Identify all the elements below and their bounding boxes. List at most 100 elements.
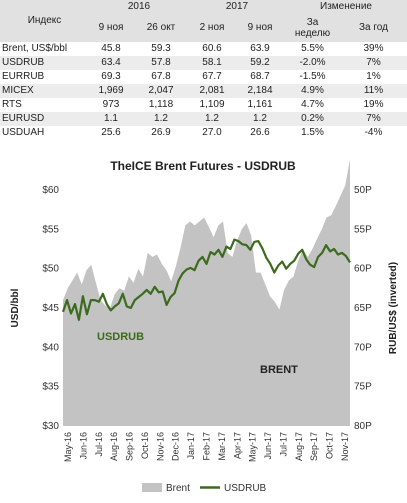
row-change-year: 7%	[366, 57, 381, 68]
row-value: 67.8	[151, 71, 171, 82]
x-tick-label: Sep-16	[125, 432, 135, 461]
header-date: 2 ноя	[199, 22, 225, 33]
row-label: USDRUB	[2, 57, 45, 68]
row-label: MICEX	[2, 85, 34, 96]
y-tick-left: $30	[42, 421, 59, 432]
y-axis-label-left: USD/bbl	[10, 288, 21, 327]
market-data-table: Индекс 2016 2017 Изменение 9 ноя 26 окт …	[0, 0, 407, 140]
row-value: 63.4	[101, 57, 121, 68]
header-index: Индекс	[27, 15, 62, 26]
annotation-brent: BRENT	[260, 364, 298, 376]
row-change-week: -2.0%	[299, 57, 326, 68]
row-change-year: 7%	[366, 113, 381, 124]
legend-label-usdrub: USDRUB	[224, 483, 267, 494]
table-row: USDUAH 25.6 26.9 27.0 26.6 1.5% -4%	[0, 126, 407, 140]
row-value: 63.9	[250, 43, 270, 54]
row-value: 68.7	[250, 71, 270, 82]
row-value: 2,184	[247, 85, 273, 96]
row-change-year: 39%	[363, 43, 384, 54]
row-value: 1.1	[104, 113, 118, 124]
row-value: 60.6	[202, 43, 222, 54]
row-value: 973	[102, 99, 120, 110]
y-tick-right: 65Р	[354, 303, 372, 314]
table-row: MICEX 1,969 2,047 2,081 2,184 4.9% 11%	[0, 84, 407, 98]
table-row: EURRUB 69.3 67.8 67.7 68.7 -1.5% 1%	[0, 70, 407, 84]
x-tick-label: Nov-16	[155, 432, 165, 461]
y-axis-label-right: RUB/US$ (inverted)	[388, 262, 399, 354]
row-value: 1,969	[98, 85, 124, 96]
legend-swatch-brent	[142, 483, 162, 492]
y-tick-right: 55Р	[354, 224, 372, 235]
x-tick-label: Sep-17	[309, 432, 319, 461]
x-tick-label: Aug-16	[109, 432, 119, 461]
y-tick-left: $35	[42, 382, 59, 393]
table-row: RTS 973 1,118 1,109 1,161 4.7% 19%	[0, 98, 407, 112]
row-value: 27.0	[202, 127, 222, 138]
table-row: EURUSD 1.1 1.2 1.2 1.2 0.2% 7%	[0, 112, 407, 126]
row-value: 1,118	[148, 99, 174, 110]
header-change-year: За год	[359, 22, 388, 33]
row-value: 45.8	[101, 43, 121, 54]
row-value: 1.2	[205, 113, 219, 124]
x-tick-label: Aug-17	[294, 432, 304, 461]
row-label: Brent, US$/bbl	[2, 43, 68, 54]
x-tick-label: Dec-16	[171, 432, 181, 461]
y-tick-left: $50	[42, 264, 59, 275]
x-tick-label: Jan-17	[186, 432, 196, 460]
header-year-2016: 2016	[127, 1, 151, 12]
brent-area	[63, 159, 350, 427]
header-change: Изменение	[320, 1, 372, 12]
row-value: 59.2	[250, 57, 270, 68]
table-header-row-years: Индекс 2016 2017 Изменение	[0, 0, 407, 26]
row-value: 1,161	[247, 99, 273, 110]
usdrub-line	[61, 238, 351, 321]
row-value: 59.3	[151, 43, 171, 54]
x-tick-label: Feb-17	[202, 432, 212, 461]
header-date: 9 ноя	[98, 22, 124, 33]
row-value: 2,081	[199, 85, 225, 96]
row-change-week: 5.5%	[301, 43, 324, 54]
row-value: 2,047	[148, 85, 174, 96]
row-value: 1.2	[253, 113, 267, 124]
row-value: 67.7	[202, 71, 222, 82]
y-tick-left: $40	[42, 342, 59, 353]
x-tick-label: Oct-17	[325, 432, 335, 459]
annotation-usdrub: USDRUB	[97, 331, 144, 343]
y-tick-left: $45	[42, 303, 59, 314]
row-value: 58.1	[202, 57, 222, 68]
row-change-week: 4.7%	[301, 99, 324, 110]
y-tick-right: 75Р	[354, 382, 372, 393]
x-tick-label: Jun-17	[263, 432, 273, 460]
table-row: Brent, US$/bbl 45.8 59.3 60.6 63.9 5.5% 39%	[0, 42, 407, 56]
row-label: EURRUB	[2, 71, 45, 82]
row-change-week: 0.2%	[301, 113, 324, 124]
x-tick-label: Jun-16	[78, 432, 88, 460]
y-tick-right: 50Р	[354, 185, 372, 196]
row-change-year: 19%	[363, 99, 384, 110]
x-tick-label: Oct-16	[140, 432, 150, 459]
chart-title: TheICE Brent Futures - USDRUB	[110, 159, 296, 173]
x-tick-label: Jul-17	[278, 432, 288, 457]
table-row: USDRUB 63.4 57.8 58.1 59.2 -2.0% 7%	[0, 56, 407, 70]
row-value: 1.2	[154, 113, 168, 124]
y-tick-right: 60Р	[354, 264, 372, 275]
y-tick-left: $55	[42, 224, 59, 235]
row-label: RTS	[2, 99, 22, 110]
x-tick-label: Nov-17	[340, 432, 350, 461]
row-change-year: 11%	[363, 85, 384, 96]
row-change-week: -1.5%	[299, 71, 326, 82]
row-label: USDUAH	[2, 127, 45, 138]
header-date: 9 ноя	[247, 22, 273, 33]
row-value: 26.9	[151, 127, 171, 138]
row-change-week: 1.5%	[301, 127, 324, 138]
row-value: 26.6	[250, 127, 270, 138]
row-value: 57.8	[151, 57, 171, 68]
row-change-year: -4%	[364, 127, 383, 138]
header-date: 26 окт	[146, 22, 176, 33]
y-tick-right: 70Р	[354, 342, 372, 353]
row-value: 69.3	[101, 71, 121, 82]
row-value: 1,109	[199, 99, 225, 110]
x-tick-label: Apr-17	[232, 432, 242, 459]
y-tick-left: $60	[42, 185, 59, 196]
y-tick-right: 80Р	[354, 421, 372, 432]
